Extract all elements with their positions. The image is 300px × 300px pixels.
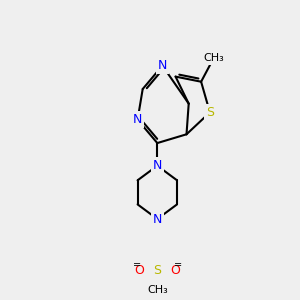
Text: S: S xyxy=(153,264,161,277)
Text: N: N xyxy=(158,59,167,72)
Text: N: N xyxy=(153,212,162,226)
Text: =: = xyxy=(174,260,182,270)
Text: O: O xyxy=(171,264,181,277)
Text: N: N xyxy=(133,113,142,126)
Text: CH₃: CH₃ xyxy=(203,53,224,63)
Text: O: O xyxy=(134,264,144,277)
Text: S: S xyxy=(206,106,214,119)
Text: CH₃: CH₃ xyxy=(147,285,168,295)
Text: N: N xyxy=(153,159,162,172)
Text: =: = xyxy=(133,260,141,270)
